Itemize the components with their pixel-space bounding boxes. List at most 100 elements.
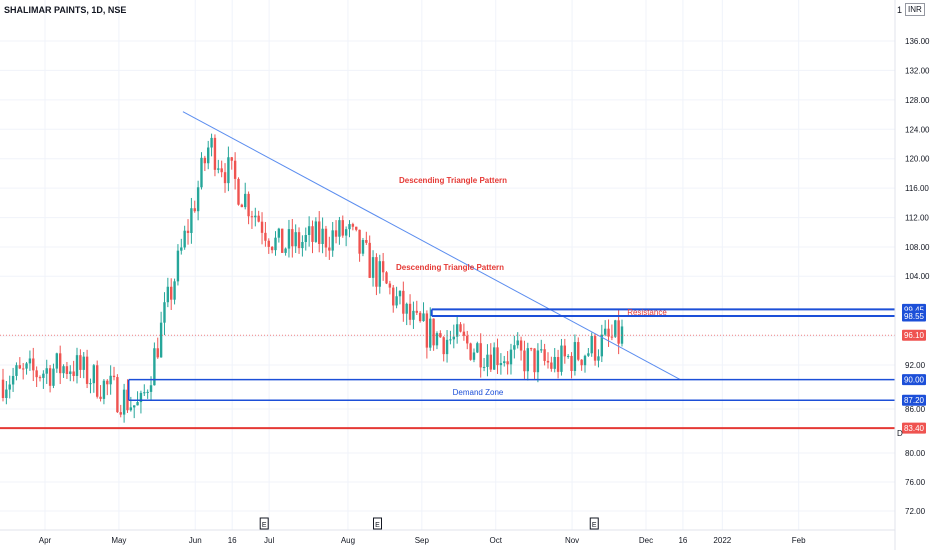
candle-body	[503, 361, 506, 364]
candle-body	[270, 246, 274, 251]
price-label-badge[interactable]	[902, 422, 926, 434]
candle-body	[25, 363, 28, 369]
candle-body	[237, 178, 240, 205]
candle-body	[267, 240, 270, 247]
currency-number: 1	[897, 5, 903, 15]
candle-body	[196, 187, 200, 212]
candle-body	[200, 157, 203, 188]
earnings-event-label: E	[592, 522, 597, 529]
time-axis[interactable]: Apr May Jun 16 Jul Aug Sep Oct Nov Dec 16 2022 Feb	[0, 529, 895, 545]
candle-body	[45, 368, 48, 374]
time-tick-label: May	[111, 536, 126, 545]
candle-body	[355, 226, 358, 230]
candle-body	[213, 137, 217, 170]
price-label-text: 98.55	[904, 312, 925, 321]
candle-body	[294, 232, 297, 247]
candle-body	[429, 318, 432, 348]
resistance-label[interactable]: Resistance	[627, 308, 667, 317]
drawing-overlays	[0, 111, 895, 430]
candle-body	[244, 193, 247, 208]
candle-body	[328, 247, 331, 251]
candle-body	[183, 230, 186, 248]
candle-body	[607, 328, 610, 337]
candle-body	[247, 193, 250, 217]
candle-body	[18, 365, 22, 369]
candle-body	[550, 362, 553, 369]
price-tick-label: 76.00	[905, 478, 926, 487]
candle-body	[146, 391, 149, 393]
candle-body	[217, 168, 220, 170]
candle-body	[287, 229, 291, 249]
candle-body	[529, 348, 533, 350]
candle-body	[449, 339, 452, 341]
candle-body	[553, 356, 556, 369]
candle-body	[479, 343, 482, 368]
candle-body	[540, 349, 543, 351]
candle-body	[341, 220, 344, 236]
earnings-event-icon[interactable]	[259, 517, 269, 530]
price-tick-label: 136.00	[905, 37, 930, 46]
candle-body	[509, 349, 513, 365]
time-tick-label: Oct	[490, 536, 503, 545]
candle-body	[455, 324, 459, 337]
candle-body	[190, 208, 193, 233]
candle-body	[570, 355, 573, 371]
earnings-event-label: E	[375, 522, 380, 529]
candle-body	[193, 208, 196, 212]
price-label-badge[interactable]	[902, 329, 926, 341]
candle-body	[351, 224, 355, 227]
candle-body	[311, 226, 314, 242]
descending-trendline[interactable]	[182, 111, 681, 381]
candle-body	[408, 303, 412, 320]
candle-body	[65, 366, 69, 374]
pattern-label-lower[interactable]: Descending Triangle Pattern	[396, 263, 504, 272]
candle-body	[617, 320, 620, 344]
candle-body	[365, 240, 368, 243]
earnings-event-icon[interactable]	[589, 517, 599, 530]
candle-body	[173, 281, 176, 300]
currency-badge: INR	[905, 3, 925, 16]
candle-body	[587, 353, 590, 356]
time-tick-label: Feb	[792, 536, 806, 545]
candle-body	[371, 257, 375, 278]
candle-body	[614, 320, 617, 337]
candle-body	[519, 340, 523, 351]
price-tick-label: 72.00	[905, 507, 926, 516]
demand-zone-label[interactable]: Demand Zone	[453, 388, 504, 397]
candle-body	[482, 366, 486, 368]
candle-body	[186, 230, 190, 233]
earnings-event-icon[interactable]	[373, 517, 383, 530]
time-tick-label: Jun	[189, 536, 202, 545]
candle-body	[5, 389, 8, 398]
candle-body	[291, 229, 294, 247]
pattern-label-upper[interactable]: Descending Triangle Pattern	[399, 176, 507, 185]
candle-body	[112, 375, 116, 378]
candle-body	[318, 221, 321, 244]
candle-body	[133, 405, 136, 408]
candle-body	[499, 363, 503, 366]
price-axis[interactable]: 136.00 132.00 128.00 124.00 120.00 116.00 112.…	[894, 0, 930, 550]
time-tick-label: Aug	[341, 536, 355, 545]
candle-body	[418, 312, 422, 322]
time-tick-label: 16	[228, 536, 237, 545]
candle-body	[116, 377, 119, 413]
candle-body	[486, 354, 489, 367]
candle-body	[590, 336, 593, 354]
price-label-badge[interactable]	[902, 374, 926, 386]
candle-body	[254, 215, 257, 218]
candle-body	[55, 353, 59, 369]
symbol-title[interactable]: SHALIMAR PAINTS, 1D, NSE	[4, 5, 127, 15]
candle-body	[324, 228, 328, 248]
candle-body	[422, 313, 425, 322]
chart-annotations: Descending Triangle Pattern Descending T…	[396, 176, 667, 397]
price-tick-label: 120.00	[905, 155, 930, 164]
candle-body	[459, 324, 462, 332]
price-label-badge[interactable]	[902, 310, 926, 322]
candle-body	[338, 220, 341, 237]
price-label-badge[interactable]	[902, 394, 926, 406]
candle-body	[452, 336, 455, 340]
candle-body	[11, 375, 15, 385]
candle-body	[523, 350, 526, 372]
